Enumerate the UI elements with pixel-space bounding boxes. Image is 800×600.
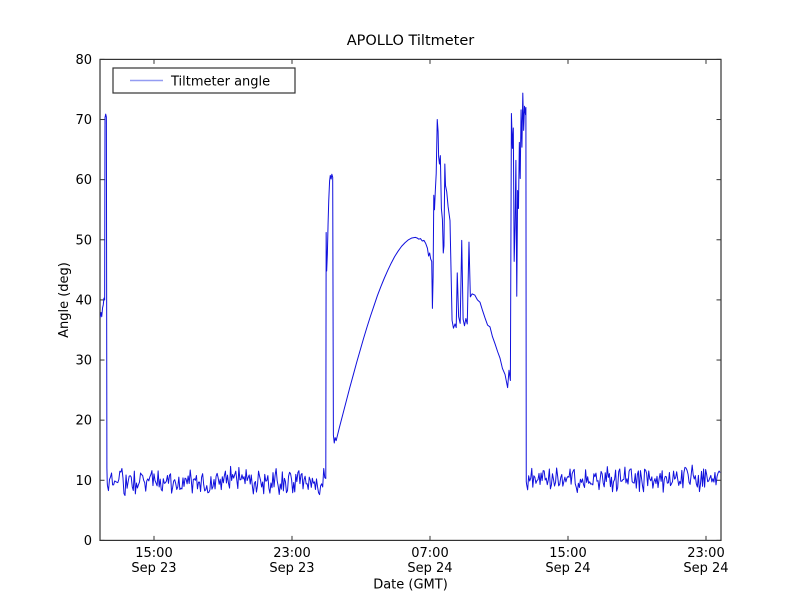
tiltmeter-angle-line <box>100 92 721 496</box>
axis-ticks <box>100 58 721 541</box>
plot-frame <box>99 58 722 542</box>
x-tick-label-date: Sep 23 <box>269 561 314 576</box>
x-tick-label-time: 23:00 <box>687 546 724 561</box>
x-tick-label-time: 23:00 <box>273 546 310 561</box>
y-tick-label: 50 <box>75 233 92 248</box>
x-axis-label: Date (GMT) <box>373 578 448 593</box>
x-tick-label-date: Sep 23 <box>131 561 176 576</box>
y-tick-label: 40 <box>75 293 92 308</box>
x-tick-label-date: Sep 24 <box>683 561 728 576</box>
x-tick-label-time: 15:00 <box>135 546 172 561</box>
y-tick-label: 60 <box>75 173 92 188</box>
x-tick-label-date: Sep 24 <box>545 561 590 576</box>
y-tick-label: 10 <box>75 474 92 489</box>
x-tick-label-date: Sep 24 <box>407 561 452 576</box>
y-tick-label: 20 <box>75 414 92 429</box>
y-tick-label: 30 <box>75 354 92 369</box>
x-tick-label-time: 15:00 <box>549 546 586 561</box>
chart-title: APOLLO Tiltmeter <box>347 33 475 49</box>
y-axis-label: Angle (deg) <box>57 262 72 338</box>
legend-label: Tiltmeter angle <box>170 75 270 90</box>
y-tick-label: 70 <box>75 113 92 128</box>
legend: Tiltmeter angle <box>112 67 296 94</box>
x-tick-label-time: 07:00 <box>411 546 448 561</box>
y-tick-label: 80 <box>75 53 92 68</box>
y-tick-label: 0 <box>84 534 92 549</box>
